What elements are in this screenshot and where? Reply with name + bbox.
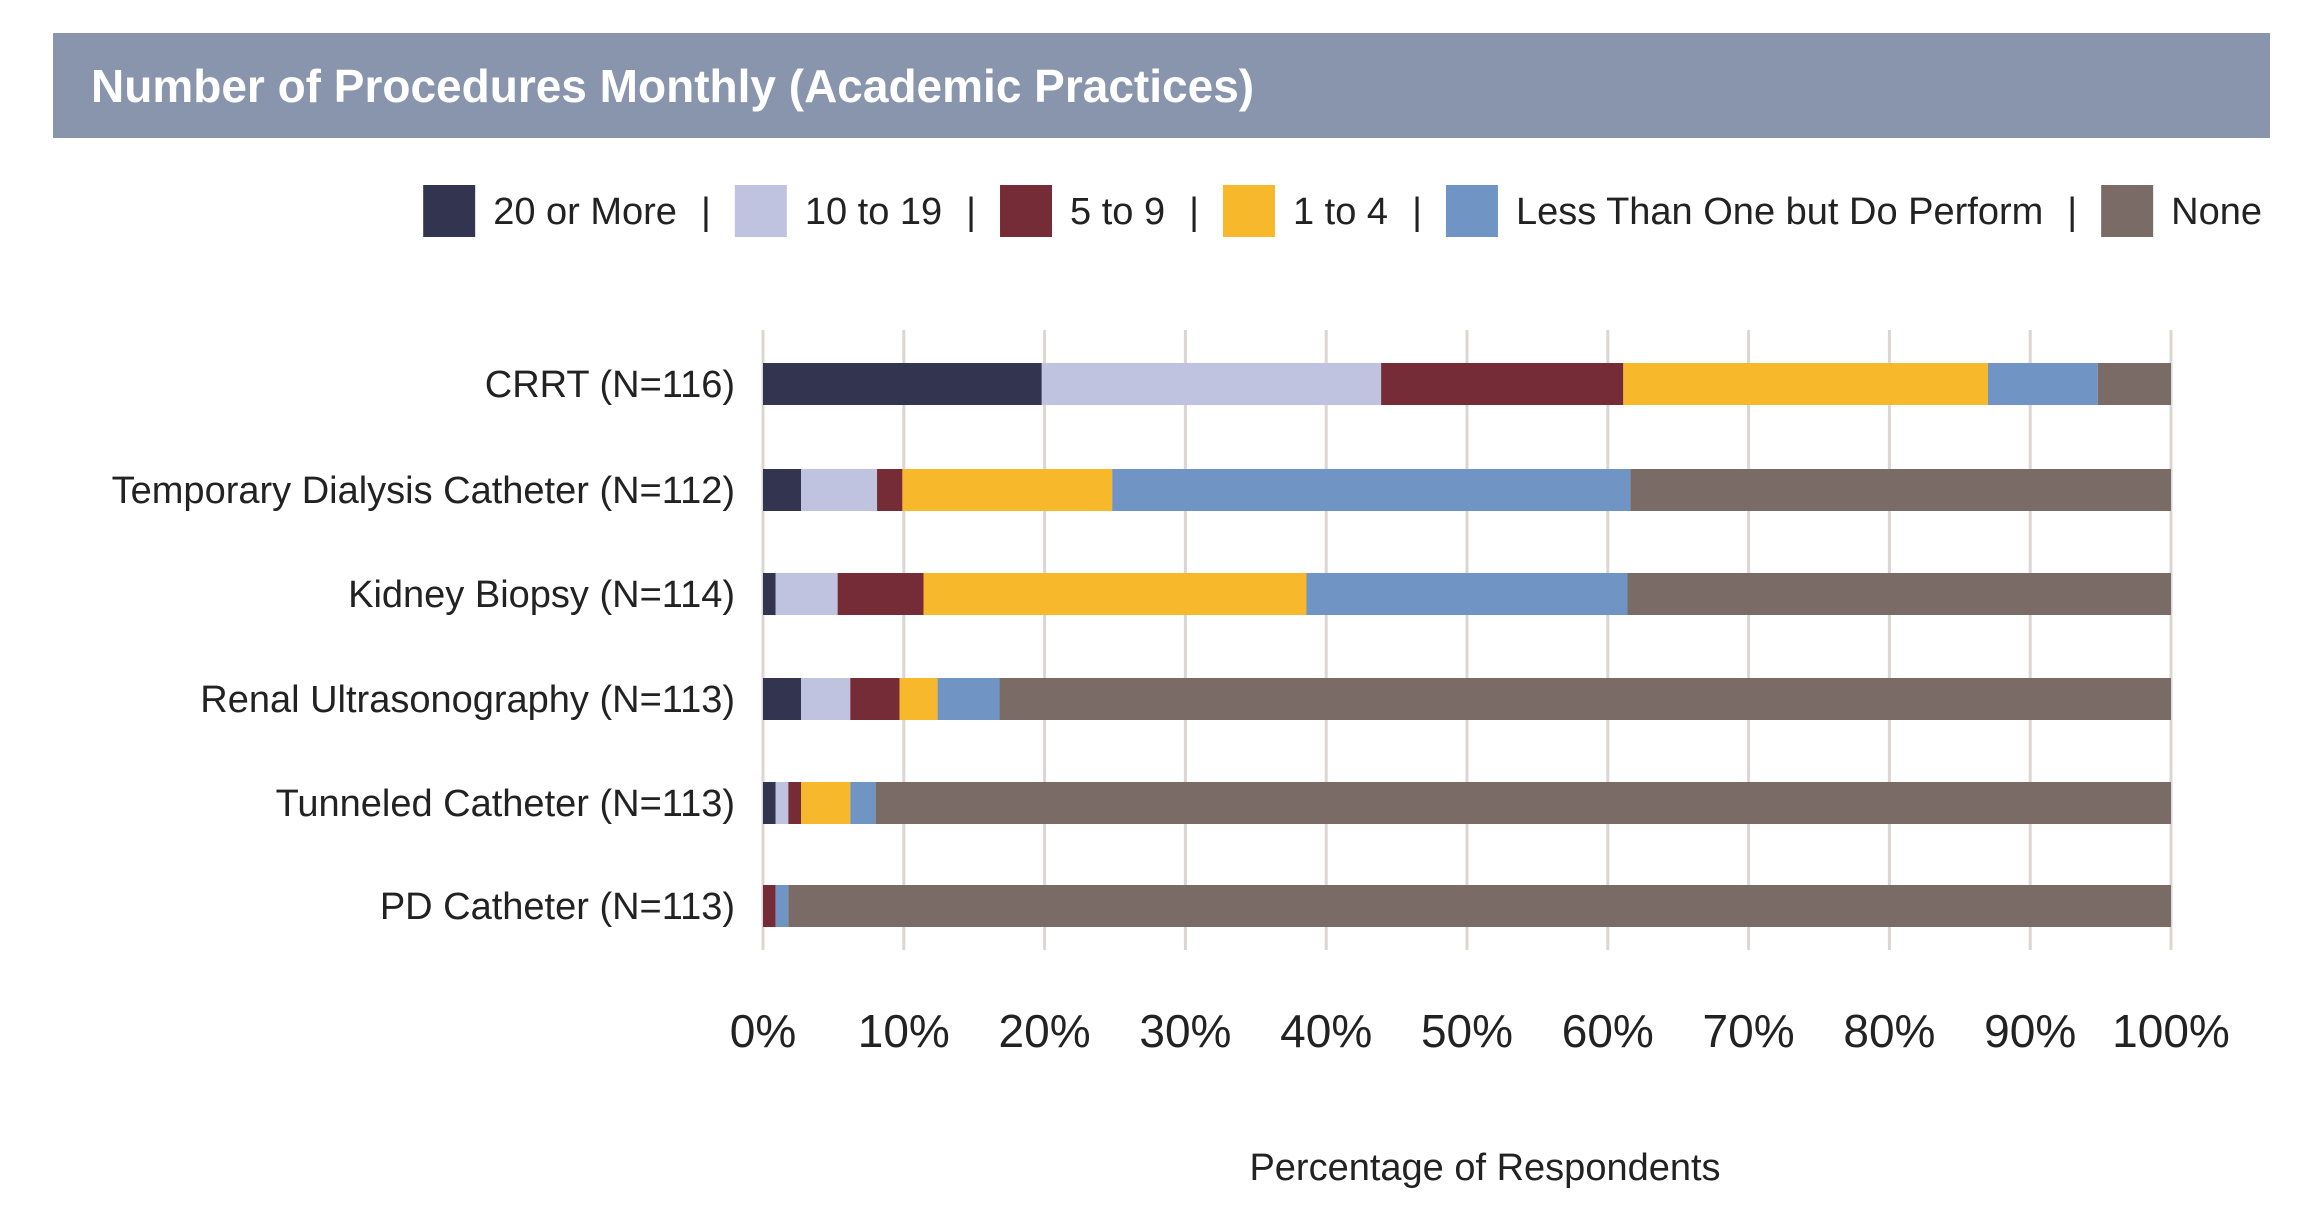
- bar-segment: [763, 363, 1042, 405]
- x-tick-label: 70%: [1703, 1005, 1795, 1057]
- category-label: PD Catheter (N=113): [380, 886, 735, 928]
- category-label: Temporary Dialysis Catheter (N=112): [112, 470, 735, 512]
- legend-label: 10 to 19: [805, 191, 942, 233]
- category-label: CRRT (N=116): [485, 364, 735, 406]
- legend-swatch: [1222, 185, 1275, 237]
- legend-item: 10 to 19: [734, 185, 942, 237]
- legend-label: 20 or More: [493, 191, 677, 233]
- bar-segment: [775, 885, 789, 927]
- legend-item: 5 to 9: [1000, 185, 1165, 237]
- legend-separator: |: [1189, 191, 1199, 233]
- bar-row: [763, 782, 2171, 824]
- category-label: Tunneled Catheter (N=113): [276, 783, 735, 825]
- bar-segment: [1381, 363, 1624, 405]
- legend-item: 20 or More: [423, 185, 677, 237]
- bar-segment: [763, 782, 776, 824]
- bar-segment: [1041, 363, 1382, 405]
- bar-segment: [899, 678, 938, 720]
- bar-segment: [763, 678, 802, 720]
- x-tick-label: 10%: [858, 1005, 950, 1057]
- legend-swatch: [423, 185, 476, 237]
- legend-separator: |: [2067, 191, 2077, 233]
- bar-segment: [775, 573, 838, 615]
- legend-item: 1 to 4: [1222, 185, 1388, 237]
- bar-row: [763, 678, 2172, 720]
- bar-segment: [1623, 363, 1988, 405]
- bar-segment: [877, 469, 903, 511]
- bar-segment: [1987, 363, 2098, 405]
- bar-segment: [937, 678, 1000, 720]
- bar-segment: [801, 782, 851, 824]
- x-tick-label: 40%: [1280, 1005, 1372, 1057]
- bar-row: [763, 363, 2171, 405]
- bar-row: [763, 573, 2171, 615]
- bar-segment: [902, 469, 1113, 511]
- bar-segment: [850, 678, 900, 720]
- bar-segment: [1627, 573, 2171, 615]
- bar-segment: [1306, 573, 1628, 615]
- legend-separator: |: [966, 191, 976, 233]
- category-label: Renal Ultrasonography (N=113): [200, 679, 735, 721]
- legend-item: None: [2101, 185, 2262, 237]
- bar-segment: [999, 678, 2172, 720]
- bar-segment: [923, 573, 1307, 615]
- bar-row: [763, 885, 2171, 927]
- legend-separator: |: [1412, 191, 1422, 233]
- bar-segment: [763, 469, 802, 511]
- x-axis-title: Percentage of Respondents: [1249, 1147, 1720, 1189]
- category-label: Kidney Biopsy (N=114): [348, 574, 735, 616]
- x-tick-label: 50%: [1421, 1005, 1513, 1057]
- bar-segment: [801, 678, 851, 720]
- legend-label: 5 to 9: [1070, 191, 1165, 233]
- bar-row: [763, 469, 2171, 511]
- legend: 20 or More | 10 to 19 | 5 to 9 | 1 to 4 | Less T…: [423, 185, 2262, 237]
- bar-segment: [775, 782, 789, 824]
- x-tick-labels: 0% 10% 20% 30% 40% 50% 60% 70% 80% 90% 100%: [730, 1005, 2230, 1057]
- category-labels: CRRT (N=116) Temporary Dialysis Catheter …: [112, 364, 735, 928]
- bar-segment: [801, 469, 878, 511]
- bar-segment: [875, 782, 2171, 824]
- bar-segment: [837, 573, 924, 615]
- x-tick-label: 90%: [1984, 1005, 2076, 1057]
- x-tick-label: 0%: [730, 1005, 796, 1057]
- bar-segment: [850, 782, 876, 824]
- legend-swatch: [734, 185, 787, 237]
- chart-title: Number of Procedures Monthly (Academic P…: [91, 59, 1255, 112]
- legend-item: Less Than One but Do Perform: [1445, 185, 2043, 237]
- bar-segment: [788, 885, 2171, 927]
- legend-swatch: [1000, 185, 1053, 237]
- x-tick-label: 60%: [1562, 1005, 1654, 1057]
- gridlines: [761, 330, 2173, 950]
- x-tick-label: 30%: [1139, 1005, 1231, 1057]
- bars: [763, 363, 2172, 927]
- bar-segment: [2097, 363, 2171, 405]
- bar-segment: [788, 782, 802, 824]
- bar-segment: [1630, 469, 2171, 511]
- legend-label: None: [2171, 191, 2262, 233]
- legend-label: 1 to 4: [1293, 191, 1388, 233]
- legend-swatch: [1445, 185, 1498, 237]
- legend-label: Less Than One but Do Perform: [1516, 191, 2043, 233]
- bar-segment: [763, 573, 776, 615]
- chart-title-bar: Number of Procedures Monthly (Academic P…: [53, 33, 2270, 138]
- legend-swatch: [2101, 185, 2154, 237]
- x-tick-label: 100%: [2112, 1005, 2230, 1057]
- x-tick-label: 80%: [1843, 1005, 1935, 1057]
- bar-segment: [763, 885, 776, 927]
- x-tick-label: 20%: [999, 1005, 1091, 1057]
- bar-segment: [1112, 469, 1631, 511]
- legend-separator: |: [701, 191, 711, 233]
